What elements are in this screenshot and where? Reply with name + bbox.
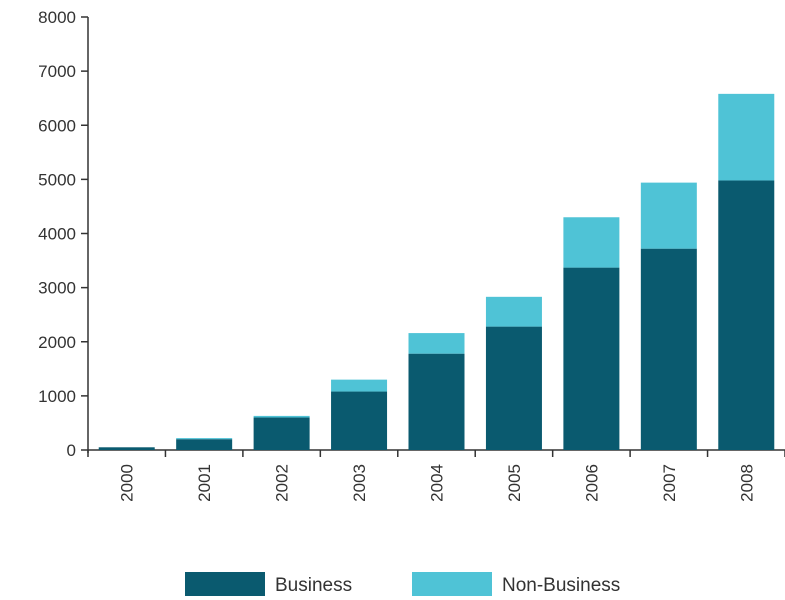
legend: Business Non-Business	[185, 572, 620, 596]
y-tick-label: 1000	[38, 387, 76, 406]
y-axis: 0 1000 2000 3000 4000 5000 6000 7000 8000	[38, 8, 89, 460]
bar-business-2008	[718, 180, 775, 450]
bar-non-business-2007	[640, 182, 697, 249]
x-tick-label-2004: 2004	[428, 464, 447, 502]
bars	[98, 93, 775, 450]
y-tick-label: 3000	[38, 279, 76, 298]
x-tick-label-2003: 2003	[350, 464, 369, 502]
x-tick-label-2005: 2005	[505, 464, 524, 502]
x-tick-label-2007: 2007	[660, 464, 679, 502]
x-tick-label-2000: 2000	[118, 464, 137, 502]
bar-non-business-2002	[253, 415, 310, 418]
bar-business-2007	[640, 248, 697, 450]
legend-label-business: Business	[275, 575, 352, 596]
legend-swatch-business	[185, 572, 265, 596]
bar-non-business-2001	[176, 438, 233, 440]
bar-business-2002	[253, 417, 310, 450]
y-tick-label: 8000	[38, 8, 76, 27]
x-axis: 2000 2001 2002 2003 2004 2005 2006 2007 2008	[87, 449, 785, 502]
x-tick-label-2006: 2006	[582, 464, 601, 502]
bar-non-business-2008	[718, 93, 775, 181]
y-tick-label: 6000	[38, 116, 76, 135]
y-tick-label: 2000	[38, 333, 76, 352]
bar-non-business-2003	[331, 379, 388, 392]
bar-business-2005	[485, 326, 542, 450]
bar-non-business-2005	[485, 296, 542, 327]
bar-business-2000	[98, 447, 155, 450]
y-tick-label: 5000	[38, 170, 76, 189]
bar-business-2006	[563, 267, 620, 450]
y-tick-label: 0	[67, 441, 76, 460]
legend-swatch-non-business	[412, 572, 492, 596]
y-tick-label: 7000	[38, 62, 76, 81]
x-tick-label-2001: 2001	[195, 464, 214, 502]
y-tick-label: 4000	[38, 225, 76, 244]
bar-business-2003	[331, 391, 388, 450]
x-tick-label-2002: 2002	[273, 464, 292, 502]
x-tick-label-2008: 2008	[737, 464, 756, 502]
bar-non-business-2004	[408, 333, 465, 354]
legend-label-non-business: Non-Business	[502, 575, 620, 596]
bar-business-2001	[176, 439, 233, 450]
bar-non-business-2006	[563, 217, 620, 268]
bar-business-2004	[408, 353, 465, 450]
